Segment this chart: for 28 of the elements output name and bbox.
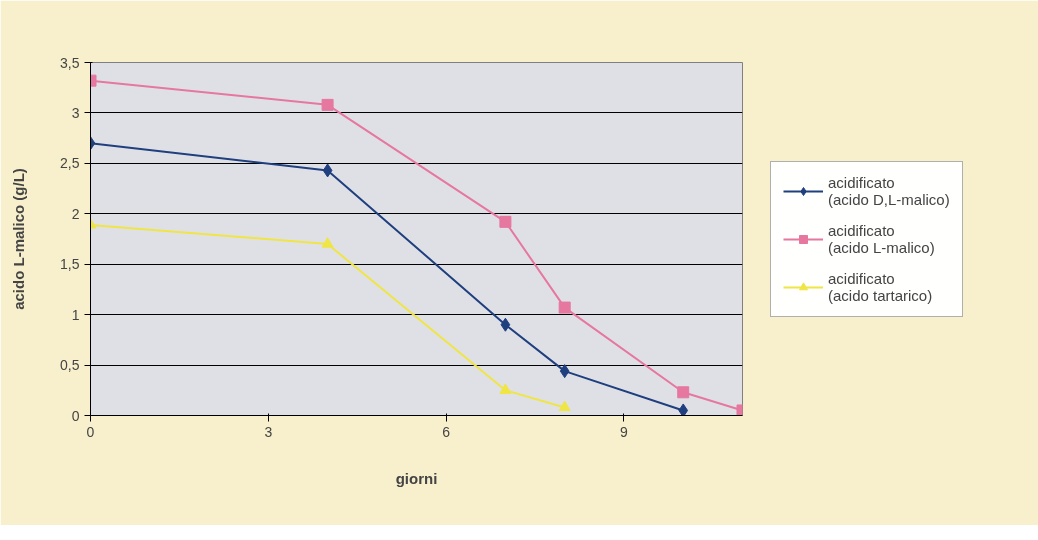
point [678,403,689,416]
y-tick-label: 1,5 [60,256,80,273]
point [559,364,570,379]
y-tick-label: 0,5 [60,357,80,374]
x-axis-title: giorni [395,469,438,487]
x-tick-label: 9 [620,423,629,440]
y-axis-title: acido L-malico (g/L) [10,168,28,310]
y-tick-label: 0 [71,407,80,424]
y-tick-label: 1 [71,306,80,323]
y-tick-label: 3 [71,104,80,121]
point [558,301,571,314]
point [500,317,511,332]
y-tick-label: 2 [71,205,80,222]
legend-label: acidificato (acido L-malico) [828,221,935,256]
point [321,237,334,248]
y-tick-label: 2,5 [60,155,80,172]
point [322,163,333,178]
x-tick-label: 6 [442,423,451,440]
legend-label: acidificato (acido D,L-malico) [828,173,950,208]
x-tick-label: 0 [86,423,95,440]
point [499,383,512,394]
legend-label: acidificato (acido tartarico) [828,269,933,304]
point [321,98,334,111]
point [558,400,571,412]
point [677,386,690,399]
x-tick-label: 3 [264,423,273,440]
y-tick-label: 3,5 [60,54,80,71]
point [499,215,512,228]
